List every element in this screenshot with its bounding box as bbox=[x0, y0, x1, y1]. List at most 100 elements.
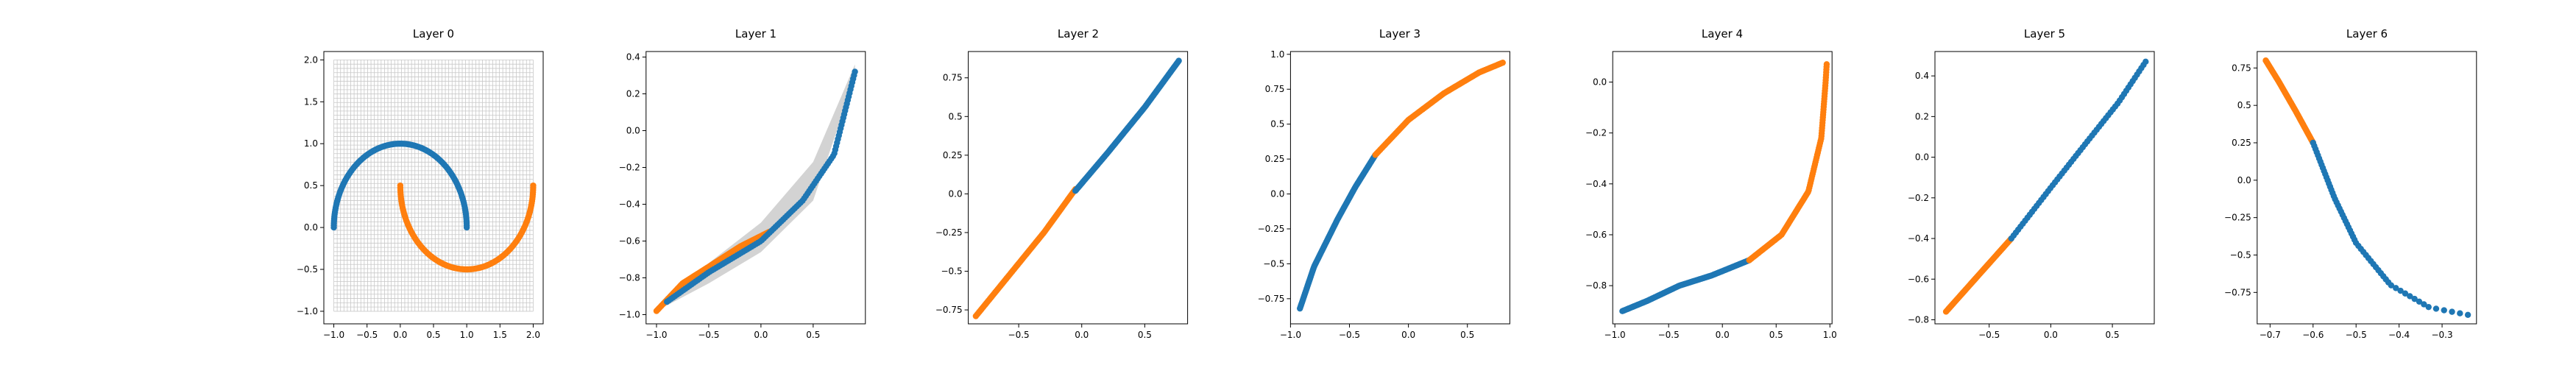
y-tick-label: 0.0 bbox=[1915, 152, 1929, 163]
x-tick-label: −0.5 bbox=[1339, 330, 1360, 340]
y-tick-label: −0.25 bbox=[2224, 213, 2251, 223]
subplot-layer-0: Layer 0 −1.0 −0.5 0.0 0.5 1.0 1.5 2.0 −1.0 −0.5 0… bbox=[297, 27, 544, 340]
x-tick-label: 1.5 bbox=[493, 330, 507, 340]
data-point-class-0 bbox=[2432, 305, 2440, 312]
data-point-class-1 bbox=[1823, 61, 1830, 68]
y-tick-label: −0.8 bbox=[1908, 314, 1929, 325]
x-tick-label: −0.5 bbox=[2346, 330, 2367, 340]
y-tick-label: 0.25 bbox=[943, 150, 963, 160]
x-tick-label: 0.5 bbox=[1769, 330, 1783, 340]
axes-frame bbox=[645, 51, 866, 325]
y-tick-label: 1.0 bbox=[304, 138, 318, 149]
data-point-class-1 bbox=[530, 182, 537, 189]
data-point-class-0 bbox=[2411, 295, 2418, 302]
subplot-title: Layer 2 bbox=[1058, 27, 1099, 40]
y-tick-label: −0.5 bbox=[297, 264, 318, 275]
y-tick-label: −0.5 bbox=[2230, 250, 2251, 260]
data-point-class-0 bbox=[1175, 57, 1182, 64]
y-tick-label: 0.0 bbox=[1593, 77, 1607, 87]
plot-area bbox=[1297, 59, 1506, 312]
axes-frame bbox=[1289, 51, 1510, 325]
y-tick-label: 0.75 bbox=[2232, 63, 2251, 73]
subplot-layer-1: Layer 1 −1.0 −0.5 0.0 0.5 −1.0 −0.8 −0.6 −0.4 −0… bbox=[619, 27, 866, 340]
data-point-class-0 bbox=[330, 224, 337, 231]
axes-frame bbox=[2257, 51, 2477, 325]
y-tick-label: 0.5 bbox=[949, 111, 963, 121]
subplot-title: Layer 1 bbox=[735, 27, 776, 40]
subplot-title: Layer 6 bbox=[2346, 27, 2388, 40]
axes-frame bbox=[1934, 51, 2155, 325]
y-tick-label: −0.6 bbox=[1908, 274, 1929, 284]
data-point-class-0 bbox=[2416, 298, 2423, 305]
y-tick-label: −0.75 bbox=[2224, 287, 2251, 297]
data-point-class-0 bbox=[2142, 58, 2149, 66]
x-tick-label: −1.0 bbox=[645, 330, 667, 340]
subplot-layer-2: Layer 2 −0.5 0.0 0.5 −0.75 −0.5 −0.25 0.0 0.25 0… bbox=[935, 27, 1189, 340]
x-tick-label: −0.5 bbox=[1978, 330, 2000, 340]
y-tick-label: −0.75 bbox=[1258, 294, 1285, 304]
x-tick-label: 0.5 bbox=[426, 330, 440, 340]
plot-area bbox=[653, 64, 858, 314]
axes-frame bbox=[968, 51, 1189, 325]
plot-area bbox=[330, 59, 537, 312]
x-tick-label: 0.0 bbox=[393, 330, 407, 340]
data-point-class-0 bbox=[2388, 282, 2395, 289]
y-tick-label: 0.25 bbox=[2232, 138, 2251, 148]
x-tick-label: −1.0 bbox=[323, 330, 344, 340]
x-tick-label: 0.0 bbox=[754, 330, 768, 340]
y-tick-label: −0.75 bbox=[935, 305, 963, 315]
plot-area bbox=[972, 57, 1182, 319]
y-tick-label: 0.4 bbox=[626, 52, 640, 63]
x-tick-label: −0.4 bbox=[2388, 330, 2410, 340]
data-point-class-1 bbox=[1499, 59, 1506, 66]
x-tick-label: −0.5 bbox=[1658, 330, 1680, 340]
y-tick-label: −0.8 bbox=[1585, 280, 1607, 291]
x-tick-label: 0.5 bbox=[1460, 330, 1474, 340]
y-tick-label: 0.4 bbox=[1915, 71, 1929, 81]
subplot-layer-6: Layer 6 −0.7 −0.6 −0.5 −0.4 −0.3 −0.75 −0.5 −0.… bbox=[2224, 27, 2477, 340]
data-point-class-0 bbox=[2449, 308, 2455, 315]
subplot-title: Layer 3 bbox=[1379, 27, 1420, 40]
x-tick-label: −0.6 bbox=[2302, 330, 2324, 340]
subplot-layer-3: Layer 3 −1.0 −0.5 0.0 0.5 −0.75 −0.5 −0.25 0.0 0… bbox=[1258, 27, 1510, 340]
y-tick-label: −0.4 bbox=[619, 199, 640, 210]
y-tick-label: −0.2 bbox=[1908, 193, 1929, 203]
x-tick-label: −1.0 bbox=[1604, 330, 1626, 340]
y-tick-label: 1.5 bbox=[304, 96, 318, 107]
x-tick-label: −0.7 bbox=[2260, 330, 2281, 340]
y-tick-label: −0.25 bbox=[935, 227, 963, 238]
x-tick-label: 0.0 bbox=[1716, 330, 1730, 340]
y-tick-label: 0.0 bbox=[2237, 175, 2251, 185]
y-tick-label: −0.4 bbox=[1908, 233, 1929, 244]
y-tick-label: −0.8 bbox=[619, 273, 640, 283]
subplot-layer-4: Layer 4 −1.0 −0.5 0.0 0.5 1.0 −0.8 −0.6 −0.4 −0.… bbox=[1585, 27, 1837, 340]
y-tick-label: 0.2 bbox=[1915, 111, 1929, 121]
x-tick-label: −0.5 bbox=[698, 330, 719, 340]
data-point-class-0 bbox=[2425, 303, 2432, 311]
x-tick-label: 1.0 bbox=[1823, 330, 1837, 340]
y-tick-label: 0.75 bbox=[1265, 84, 1285, 94]
y-tick-label: −0.6 bbox=[1585, 230, 1607, 240]
plot-area bbox=[2262, 57, 2471, 319]
y-tick-label: −0.5 bbox=[1263, 258, 1284, 269]
y-tick-label: 0.75 bbox=[943, 73, 963, 83]
transformed-grid-band bbox=[656, 64, 855, 311]
x-tick-label: 0.0 bbox=[1075, 330, 1089, 340]
subplot-layer-5: Layer 5 −0.5 0.0 0.5 −0.8 −0.6 −0.4 −0.2 0.0 0.2… bbox=[1908, 27, 2155, 340]
y-tick-label: 0.0 bbox=[626, 126, 640, 136]
y-tick-label: 2.0 bbox=[304, 54, 318, 65]
subplot-title: Layer 4 bbox=[1702, 27, 1743, 40]
data-point-class-0 bbox=[2407, 293, 2413, 300]
x-tick-label: −1.0 bbox=[1280, 330, 1301, 340]
x-tick-label: 0.0 bbox=[1401, 330, 1415, 340]
y-tick-label: −0.25 bbox=[1258, 224, 1285, 234]
x-tick-label: −0.3 bbox=[2431, 330, 2452, 340]
y-tick-label: 0.0 bbox=[949, 188, 963, 199]
subplot-title: Layer 0 bbox=[413, 27, 454, 40]
x-tick-label: −0.5 bbox=[1008, 330, 1030, 340]
x-tick-label: 0.5 bbox=[2106, 330, 2120, 340]
y-tick-label: −1.0 bbox=[297, 306, 318, 316]
data-point-class-0 bbox=[2421, 301, 2427, 308]
data-point-class-0 bbox=[2457, 310, 2463, 316]
